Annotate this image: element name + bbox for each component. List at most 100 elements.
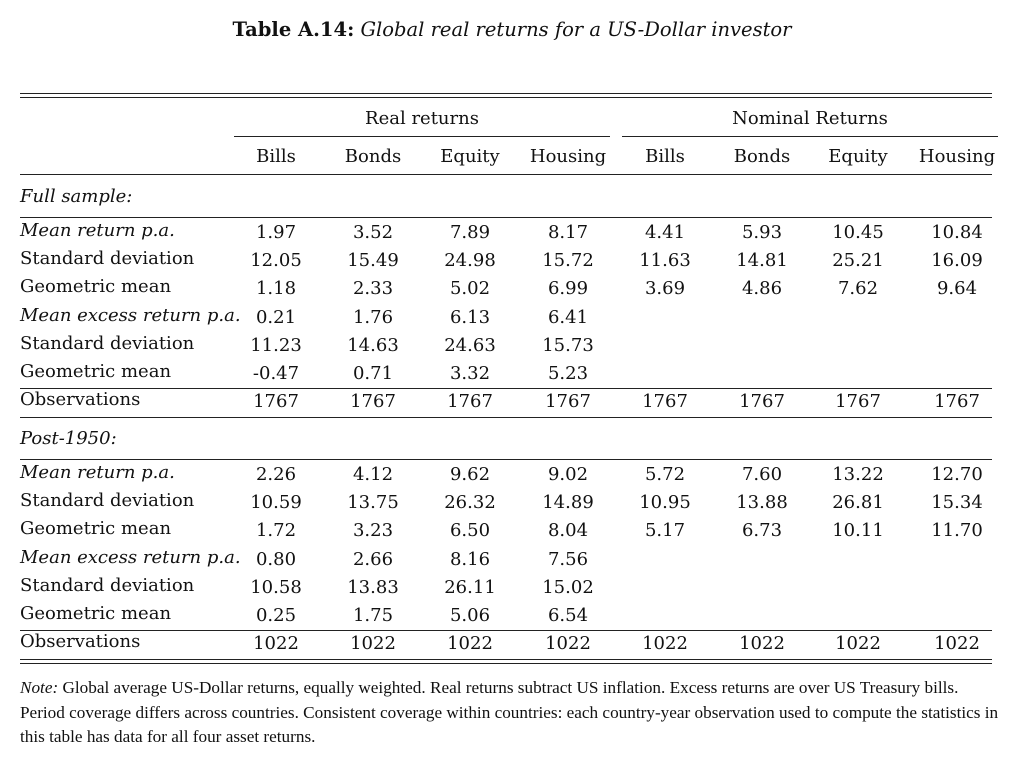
note-text: Global average US-Dollar returns, equall… [20, 678, 999, 746]
table-cell: 3.32 [449, 363, 491, 384]
table-cell: 15.72 [542, 250, 594, 272]
caption-title: Global real returns for a US-Dollar inve… [360, 18, 792, 41]
table-cell: 11.63 [639, 250, 691, 272]
table-cell: 4.12 [352, 464, 394, 485]
table-cell: 24.98 [444, 250, 496, 272]
column-header-equity: Equity [440, 146, 500, 167]
table-cell: 2.66 [352, 548, 394, 570]
table-cell: 0.80 [255, 548, 297, 570]
table-cell: 5.17 [644, 520, 686, 542]
row-label: Standard deviation [20, 332, 195, 354]
top-rule-2 [20, 97, 992, 98]
group-underline-nominal [622, 136, 998, 137]
table-cell: 6.99 [547, 278, 589, 300]
table-cell: 6.54 [547, 605, 589, 626]
table-cell: 10.59 [250, 492, 302, 514]
table-cell: 5.93 [741, 222, 783, 243]
observations-rule [20, 630, 992, 632]
section-end-rule [20, 417, 992, 419]
table-cell: 16.09 [931, 250, 983, 272]
row-label: Mean excess return p.a. [20, 546, 241, 568]
table-cell: 24.63 [444, 334, 496, 356]
table-cell: 0.71 [352, 363, 394, 384]
table-cell: 13.83 [347, 576, 399, 598]
table-cell: 3.69 [644, 278, 686, 300]
table-cell: 2.33 [352, 278, 394, 300]
top-rule [20, 93, 992, 94]
observations-cell: 1767 [350, 391, 396, 413]
column-header-bonds: Bonds [733, 146, 791, 167]
table-cell: 10.58 [250, 576, 302, 598]
observations-cell: 1767 [545, 391, 591, 413]
column-header-equity: Equity [828, 146, 888, 167]
table-cell: 4.41 [644, 222, 686, 243]
column-header-housing: Housing [918, 146, 996, 167]
table-cell: 26.81 [832, 492, 884, 514]
section-rule [20, 459, 992, 460]
table-cell: 12.70 [931, 464, 983, 485]
table-cell: 7.56 [547, 548, 589, 570]
table-note: Note: Global average US-Dollar returns, … [20, 676, 1000, 750]
table-cell: 15.49 [347, 250, 399, 272]
section-rule [20, 217, 992, 218]
table-cell: 14.63 [347, 334, 399, 356]
row-label: Standard deviation [20, 248, 195, 270]
row-label: Geometric mean [20, 361, 172, 382]
observations-cell: 1022 [253, 633, 299, 655]
table-cell: -0.47 [252, 363, 300, 384]
bottom-rule [20, 659, 992, 660]
column-header-bonds: Bonds [344, 146, 402, 167]
table-cell: 11.23 [250, 334, 302, 356]
row-label: Standard deviation [20, 490, 195, 512]
table-cell: 5.06 [449, 605, 491, 626]
observations-rule [20, 388, 992, 390]
observations-cell: 1767 [739, 391, 785, 413]
table-cell: 1.72 [255, 520, 297, 542]
table-cell: 10.84 [931, 222, 983, 243]
table-cell: 15.73 [542, 334, 594, 356]
caption-label: Table A.14: [232, 18, 355, 41]
observations-label: Observations [20, 389, 141, 411]
table-cell: 0.25 [255, 605, 297, 626]
table-cell: 13.75 [347, 492, 399, 514]
table-cell: 5.02 [449, 278, 491, 300]
table-cell: 1.18 [255, 278, 297, 300]
group-header-real: Real returns [365, 108, 479, 129]
observations-cell: 1022 [447, 633, 493, 655]
table-cell: 3.52 [352, 222, 394, 243]
column-header-bills: Bills [645, 146, 685, 167]
group-underline-real [234, 136, 610, 137]
section-title: Post-1950: [20, 428, 117, 449]
table-cell: 13.88 [736, 492, 788, 514]
table-caption: Table A.14: Global real returns for a US… [0, 18, 1024, 41]
column-header-housing: Housing [529, 146, 607, 167]
table-cell: 7.60 [741, 464, 783, 485]
observations-cell: 1022 [642, 633, 688, 655]
table-cell: 11.70 [931, 520, 983, 542]
row-label: Mean excess return p.a. [20, 304, 241, 326]
table-cell: 1.75 [352, 605, 394, 626]
table-cell: 14.89 [542, 492, 594, 514]
table-cell: 6.50 [449, 520, 491, 542]
table-cell: 8.16 [449, 548, 491, 570]
table-cell: 4.86 [741, 278, 783, 300]
observations-cell: 1022 [934, 633, 980, 655]
table-cell: 10.11 [832, 520, 884, 542]
table-cell: 26.11 [444, 576, 496, 598]
section-title: Full sample: [20, 186, 133, 207]
observations-cell: 1767 [447, 391, 493, 413]
observations-cell: 1022 [835, 633, 881, 655]
table-cell: 8.04 [547, 520, 589, 542]
observations-cell: 1767 [642, 391, 688, 413]
observations-cell: 1767 [934, 391, 980, 413]
observations-cell: 1767 [835, 391, 881, 413]
table-cell: 7.62 [837, 278, 879, 300]
table-cell: 6.41 [547, 306, 589, 328]
table-cell: 1.97 [255, 222, 297, 243]
observations-cell: 1022 [545, 633, 591, 655]
row-label: Geometric mean [20, 276, 172, 298]
table-cell: 1.76 [352, 306, 394, 328]
table-cell: 2.26 [255, 464, 297, 485]
row-label: Mean return p.a. [20, 220, 175, 241]
table-cell: 9.02 [547, 464, 589, 485]
